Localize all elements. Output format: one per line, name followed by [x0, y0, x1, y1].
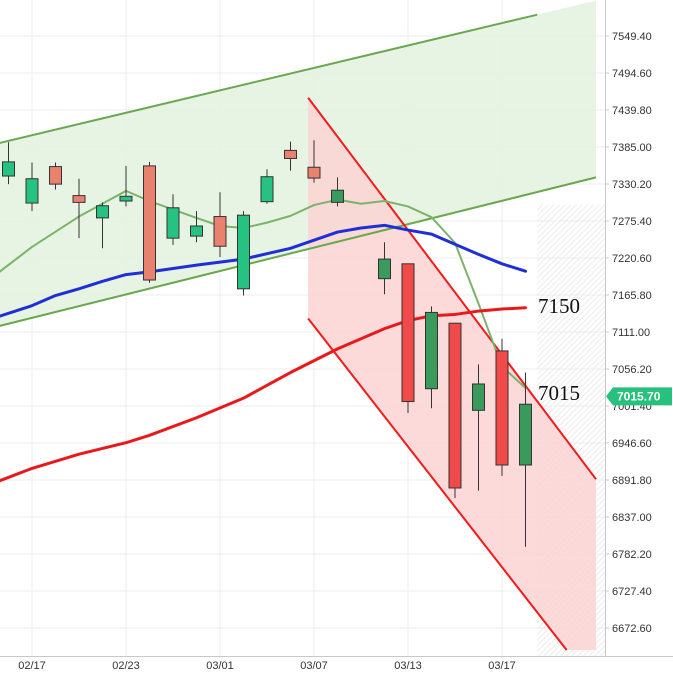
candle [166, 194, 180, 245]
candle-body [448, 322, 462, 489]
candle [519, 372, 532, 547]
last-price-badge-shape [606, 387, 672, 406]
candle-body [284, 149, 297, 159]
candle [25, 162, 39, 212]
red-channel-lower-line [307, 317, 568, 651]
candle-body [49, 166, 62, 185]
candles [2, 140, 532, 547]
y-tick-label: 6837.00 [612, 512, 652, 524]
candle-body [307, 166, 321, 179]
candle-body [260, 176, 274, 203]
candle [119, 165, 133, 207]
y-tick-label: 6727.40 [612, 586, 652, 598]
candle [331, 177, 344, 207]
candle [307, 140, 321, 183]
candle [378, 242, 391, 295]
y-tick-label: 7549.40 [612, 31, 652, 43]
candle-body [472, 383, 485, 411]
blue-moving-average-line [0, 223, 527, 318]
candle [2, 142, 15, 185]
candle [237, 211, 250, 296]
x-tick-label: 03/01 [206, 660, 234, 672]
candle [260, 169, 274, 204]
y-tick-label: 6782.20 [612, 549, 652, 561]
y-tick-label: 7385.00 [612, 142, 652, 154]
candle [284, 141, 297, 171]
x-tick-label: 03/07 [300, 660, 328, 672]
candle [472, 364, 485, 491]
red-moving-average-line [0, 306, 527, 483]
candle [143, 161, 156, 283]
candle [190, 211, 203, 243]
candle-body [378, 258, 391, 280]
candle-body [190, 225, 203, 237]
annotations: 7150 7015 [538, 294, 580, 405]
y-tick-labels: 7549.40 7494.60 7439.80 7385.00 7330.20 7275.… [605, 31, 652, 635]
candle [49, 162, 62, 190]
y-tick-label: 7439.80 [612, 105, 652, 117]
candle [72, 178, 86, 239]
annotation-7015: 7015 [538, 381, 580, 405]
candle [401, 263, 415, 414]
candle [213, 192, 227, 258]
candle-body [237, 214, 250, 290]
candle [495, 338, 509, 476]
green-channel-lower-line [0, 176, 597, 327]
x-tick-label: 03/17 [488, 660, 516, 672]
candle-body [519, 403, 532, 466]
candle-body [425, 311, 438, 390]
y-tick-label: 6672.60 [612, 623, 652, 635]
annotation-7150: 7150 [538, 294, 580, 318]
candle [448, 322, 462, 499]
last-price-label: 7015.70 [617, 389, 661, 403]
y-tick-label: 7275.40 [612, 216, 652, 228]
y-tick-label: 7111.00 [612, 327, 650, 339]
candle-body [143, 165, 156, 281]
y-tick-label: 6946.60 [612, 438, 652, 450]
candle-body [25, 178, 39, 204]
y-tick-label: 7494.60 [612, 68, 652, 80]
candle [425, 306, 438, 409]
x-tick-label: 02/23 [112, 660, 140, 672]
x-tick-label: 02/17 [18, 660, 46, 672]
y-tick-label: 7330.20 [612, 179, 652, 191]
candle-body [166, 207, 180, 239]
y-tick-label: 6891.80 [612, 475, 652, 487]
candle-body [2, 161, 15, 177]
x-tick-labels: 02/17 02/23 03/01 03/07 03/13 03/17 [18, 660, 516, 672]
candle-body [213, 216, 227, 247]
candle [96, 202, 109, 249]
moving-averages [0, 189, 527, 483]
red-channel-upper-line [307, 97, 597, 480]
green-moving-average-line [0, 189, 527, 390]
candle-body [331, 189, 344, 203]
last-price-badge: 7015.70 [606, 387, 672, 406]
candle-body [495, 350, 509, 466]
x-tick-label: 03/13 [394, 660, 422, 672]
y-tick-label: 7220.60 [612, 253, 652, 265]
candle-body [72, 195, 86, 203]
y-tick-label: 7165.80 [612, 290, 652, 302]
candle-body [119, 195, 133, 202]
candle-body [401, 263, 415, 403]
green-channel-upper-line [0, 13, 538, 144]
y-tick-label: 7056.20 [612, 364, 652, 376]
axes [0, 0, 673, 657]
candle-body [96, 205, 109, 219]
